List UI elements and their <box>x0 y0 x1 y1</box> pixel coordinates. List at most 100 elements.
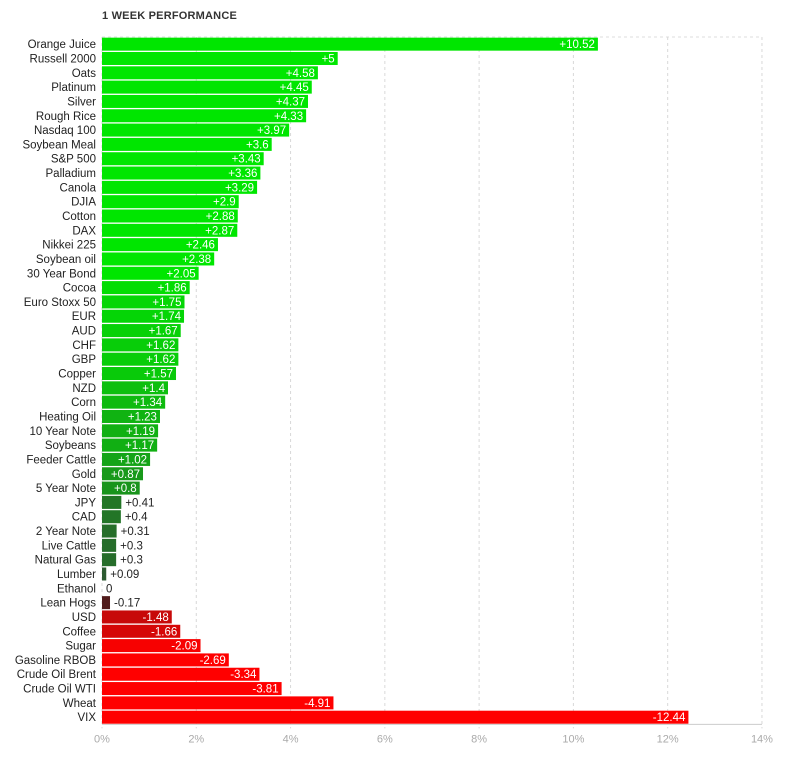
value-label: +1.67 <box>149 326 178 338</box>
bar <box>102 80 312 94</box>
value-label: +1.34 <box>133 397 163 409</box>
value-label: +1.75 <box>152 297 181 309</box>
category-label: NZD <box>72 383 96 395</box>
category-label: Gasoline RBOB <box>15 655 97 667</box>
category-label: Nikkei 225 <box>42 240 96 252</box>
category-label: 2 Year Note <box>36 526 96 538</box>
bar <box>102 137 272 151</box>
category-label: Rough Rice <box>36 111 96 123</box>
category-label: JPY <box>75 497 96 509</box>
bar <box>102 653 229 667</box>
value-label: +1.23 <box>128 411 157 423</box>
value-label: +4.58 <box>286 68 315 80</box>
value-label: +0.3 <box>120 540 143 552</box>
bar <box>102 424 159 438</box>
value-label: +3.36 <box>228 168 257 180</box>
chart-title: 1 WEEK PERFORMANCE <box>102 10 237 22</box>
value-label: +1.74 <box>152 311 182 323</box>
category-label: CAD <box>72 512 96 524</box>
bar <box>102 281 190 295</box>
bars-layer <box>102 37 689 724</box>
value-label: +1.02 <box>118 454 147 466</box>
category-label: Live Cattle <box>42 540 96 552</box>
category-label: USD <box>72 612 96 624</box>
value-label: +3.97 <box>257 125 286 137</box>
bar <box>102 123 290 137</box>
category-label: Natural Gas <box>35 555 97 567</box>
bar <box>102 710 689 724</box>
value-label: -2.09 <box>171 641 197 653</box>
category-label: DJIA <box>71 197 96 209</box>
value-label: +0.41 <box>125 497 154 509</box>
bar <box>102 438 158 452</box>
bar <box>102 567 107 581</box>
x-tick-label: 2% <box>188 733 204 745</box>
bar <box>102 352 179 366</box>
category-label: Oats <box>72 68 97 80</box>
bar <box>102 37 598 51</box>
bar <box>102 667 260 681</box>
category-label: Wheat <box>63 698 97 710</box>
value-label: +1.4 <box>142 383 165 395</box>
bar <box>102 109 307 123</box>
value-label: +2.9 <box>213 197 236 209</box>
value-label: +2.88 <box>206 211 235 223</box>
category-label: Russell 2000 <box>30 53 96 65</box>
value-label: -12.44 <box>653 712 686 724</box>
bar <box>102 223 238 237</box>
value-labels: +10.52 +5 +4.58 +4.45 +4.37 +4.33 +3.97 +3.6 +3.… <box>106 39 686 724</box>
category-label: Heating Oil <box>39 411 96 423</box>
value-label: +0.09 <box>110 569 139 581</box>
value-label: -2.69 <box>200 655 226 667</box>
value-label: +4.37 <box>276 96 305 108</box>
bar <box>102 152 264 166</box>
category-label: EUR <box>72 311 96 323</box>
category-label: Cotton <box>62 211 96 223</box>
category-label: Lean Hogs <box>40 598 96 610</box>
bar <box>102 180 258 194</box>
category-label: VIX <box>77 712 96 724</box>
bar <box>102 696 334 710</box>
value-label: 0 <box>106 583 112 595</box>
bar <box>102 266 199 280</box>
category-label: Crude Oil WTI <box>23 684 96 696</box>
category-label: 5 Year Note <box>36 483 96 495</box>
bar <box>102 166 261 180</box>
value-label: +0.3 <box>120 555 143 567</box>
value-label: +0.8 <box>114 483 137 495</box>
category-label: 30 Year Bond <box>27 268 96 280</box>
category-labels: Orange Juice Russell 2000 Oats Platinum Silv… <box>15 39 97 724</box>
value-label: +10.52 <box>559 39 595 51</box>
bar <box>102 51 338 65</box>
x-axis-ticks: 0% 2% 4% 6% 8% 10% 12% 14% <box>94 733 773 745</box>
value-label: -4.91 <box>304 698 330 710</box>
value-label: +1.19 <box>126 426 155 438</box>
category-label: Palladium <box>46 168 97 180</box>
category-label: Gold <box>72 469 96 481</box>
bar <box>102 495 122 509</box>
category-label: Silver <box>67 96 96 108</box>
category-label: AUD <box>72 326 96 338</box>
category-label: Coffee <box>62 626 96 638</box>
category-label: Copper <box>58 369 96 381</box>
bar <box>102 238 218 252</box>
value-label: +5 <box>322 53 335 65</box>
value-label: +1.62 <box>146 340 175 352</box>
x-tick-label: 14% <box>751 733 773 745</box>
category-label: Ethanol <box>57 583 96 595</box>
bar <box>102 481 140 495</box>
value-label: -0.17 <box>114 598 140 610</box>
value-label: +4.45 <box>280 82 309 94</box>
bar <box>102 395 166 409</box>
bar <box>102 309 185 323</box>
bar <box>102 324 181 338</box>
category-label: CHF <box>72 340 96 352</box>
category-label: S&P 500 <box>51 154 96 166</box>
category-label: Feeder Cattle <box>26 454 96 466</box>
category-label: Sugar <box>65 641 96 653</box>
category-label: Corn <box>71 397 96 409</box>
value-label: +3.6 <box>246 139 269 151</box>
bar <box>102 510 121 524</box>
value-label: +3.29 <box>225 182 254 194</box>
